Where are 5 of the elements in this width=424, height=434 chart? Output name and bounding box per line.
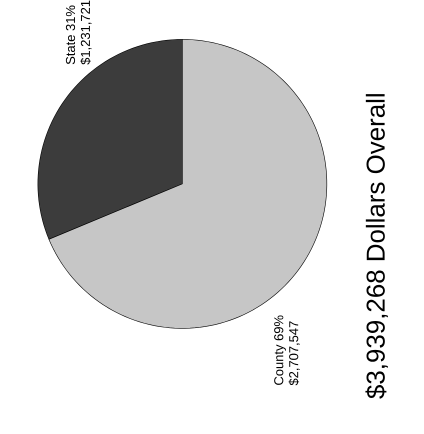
data-label: $1,231,721 xyxy=(80,0,92,65)
slice-label: State 31% xyxy=(66,6,76,64)
data-label: $2,707,547 xyxy=(288,321,300,386)
text: $3,939,268 Dollars Overall xyxy=(366,94,388,399)
slice-label: County 69% xyxy=(274,315,286,385)
